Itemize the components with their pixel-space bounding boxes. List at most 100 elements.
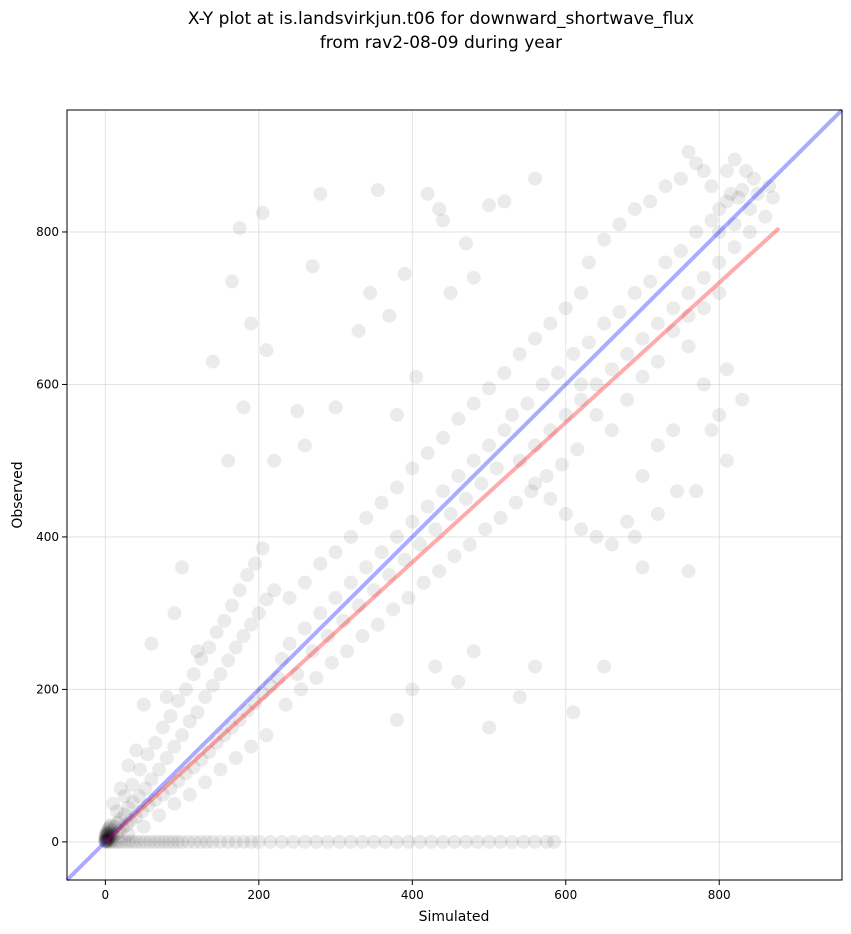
data-point xyxy=(198,775,213,790)
data-point xyxy=(152,808,167,823)
data-point xyxy=(309,670,324,685)
data-point xyxy=(528,476,543,491)
data-point xyxy=(604,537,619,552)
data-point xyxy=(117,834,132,849)
y-tick-label: 0 xyxy=(51,835,59,849)
data-point xyxy=(99,833,114,848)
data-point xyxy=(159,690,174,705)
data-point xyxy=(666,423,681,438)
data-point xyxy=(516,834,531,849)
data-point xyxy=(482,834,497,849)
data-point xyxy=(274,651,289,666)
data-point xyxy=(482,198,497,213)
data-point xyxy=(99,825,114,840)
data-point xyxy=(98,834,113,849)
data-point xyxy=(99,834,114,849)
data-point xyxy=(156,834,171,849)
data-point xyxy=(650,316,665,331)
data-point xyxy=(99,832,114,847)
y-tick-label: 800 xyxy=(36,225,59,239)
data-point xyxy=(282,590,297,605)
data-point xyxy=(99,834,114,849)
data-point xyxy=(186,760,201,775)
data-point xyxy=(105,823,120,838)
data-point xyxy=(290,667,305,682)
data-point xyxy=(101,831,116,846)
data-point xyxy=(170,834,185,849)
data-point xyxy=(247,556,262,571)
data-point xyxy=(512,346,527,361)
data-point xyxy=(528,834,543,849)
data-point xyxy=(232,221,247,236)
data-point xyxy=(178,682,193,697)
reference-lines xyxy=(65,108,844,882)
data-point xyxy=(132,762,147,777)
data-point xyxy=(620,392,635,407)
data-point xyxy=(497,194,512,209)
data-point xyxy=(313,186,328,201)
data-point xyxy=(512,453,527,468)
data-point xyxy=(505,407,520,422)
data-point xyxy=(259,728,274,743)
data-point xyxy=(363,285,378,300)
data-point xyxy=(155,787,170,802)
data-point xyxy=(712,224,727,239)
data-point xyxy=(102,821,117,836)
data-point xyxy=(505,834,520,849)
data-point xyxy=(462,537,477,552)
data-point xyxy=(106,828,121,843)
data-point xyxy=(98,828,113,843)
data-point xyxy=(102,831,117,846)
data-point xyxy=(100,834,115,849)
data-point xyxy=(138,781,153,796)
data-point xyxy=(762,179,777,194)
data-point xyxy=(198,690,213,705)
data-point xyxy=(152,762,167,777)
data-point xyxy=(712,407,727,422)
data-point xyxy=(689,156,704,171)
data-point xyxy=(435,213,450,228)
data-point xyxy=(412,834,427,849)
data-point xyxy=(213,667,228,682)
data-point xyxy=(271,670,286,685)
data-point xyxy=(167,606,182,621)
data-point xyxy=(267,583,282,598)
data-point xyxy=(121,827,136,842)
data-point xyxy=(447,548,462,563)
data-point xyxy=(416,575,431,590)
data-point xyxy=(102,834,117,849)
data-point xyxy=(113,812,128,827)
data-point xyxy=(320,834,335,849)
data-point xyxy=(528,438,543,453)
data-point xyxy=(650,507,665,522)
data-point xyxy=(236,400,251,415)
data-point xyxy=(107,819,122,834)
data-point xyxy=(727,217,742,232)
data-point xyxy=(574,285,589,300)
data-point xyxy=(98,834,113,849)
data-point xyxy=(466,453,481,468)
data-point xyxy=(424,834,439,849)
data-point xyxy=(719,194,734,209)
data-point xyxy=(627,529,642,544)
data-point xyxy=(482,720,497,735)
data-point xyxy=(228,834,243,849)
data-point xyxy=(355,629,370,644)
data-point xyxy=(148,792,163,807)
data-point xyxy=(401,834,416,849)
data-point xyxy=(99,827,114,842)
data-point xyxy=(459,491,474,506)
data-point xyxy=(478,522,493,537)
data-point xyxy=(244,834,259,849)
data-point xyxy=(543,491,558,506)
data-point xyxy=(125,777,140,792)
data-point xyxy=(681,564,696,579)
data-point xyxy=(129,809,144,824)
data-point xyxy=(389,712,404,727)
y-axis-ticks: 0 200 400 600 800 xyxy=(36,225,67,849)
data-point xyxy=(742,224,757,239)
data-point xyxy=(451,468,466,483)
data-point xyxy=(539,468,554,483)
data-point xyxy=(340,644,355,659)
